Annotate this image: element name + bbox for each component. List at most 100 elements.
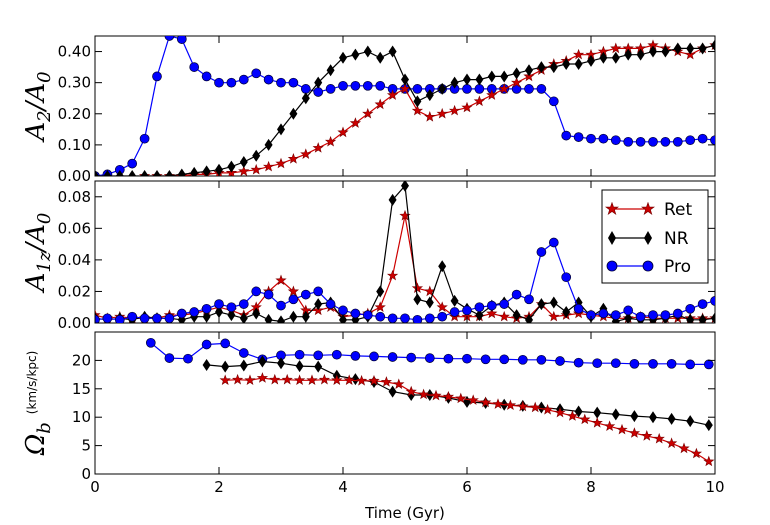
point-pro (424, 353, 435, 363)
point-pro (201, 303, 212, 314)
point-nr (438, 82, 447, 95)
point-pro (536, 84, 547, 94)
point-ret (324, 135, 337, 147)
legend-label-pro: Pro (664, 257, 691, 277)
point-ret (424, 285, 436, 297)
xtick-label: 8 (586, 478, 596, 496)
point-nr (177, 168, 186, 176)
point-nr (413, 293, 422, 306)
point-pro (400, 313, 410, 323)
point-pro (300, 289, 311, 300)
point-ret (306, 374, 318, 385)
point-nr (264, 313, 273, 323)
point-pro (362, 310, 373, 320)
point-ret (486, 307, 498, 319)
point-ret (430, 389, 442, 401)
point-nr (562, 58, 571, 70)
point-nr (549, 296, 558, 309)
xtick-label: 2 (214, 478, 224, 496)
point-ret (479, 396, 492, 408)
point-pro (226, 302, 237, 313)
point-nr (252, 307, 261, 320)
ytick-label: 5 (81, 437, 91, 455)
point-nr (339, 51, 347, 64)
point-ret (300, 148, 312, 160)
point-ret (541, 403, 554, 415)
point-nr (95, 170, 99, 176)
point-nr (636, 48, 645, 61)
point-nr (227, 160, 236, 173)
point-pro (573, 132, 584, 142)
point-pro (586, 133, 596, 144)
svg-text:Ωb(km/s/kpc): Ωb(km/s/kpc) (21, 351, 55, 457)
point-pro (238, 74, 249, 85)
point-ret (287, 153, 300, 164)
point-nr (537, 61, 546, 74)
point-ret (312, 142, 324, 153)
point-ret (436, 107, 448, 119)
point-pro (536, 354, 547, 365)
point-pro (127, 158, 138, 169)
point-nr (301, 310, 310, 323)
point-nr (239, 312, 248, 323)
point-ret (548, 310, 560, 322)
point-pro (102, 313, 113, 323)
point-pro (164, 313, 175, 323)
point-nr (351, 48, 360, 61)
series-nr (95, 39, 715, 176)
point-pro (325, 84, 336, 94)
point-ret (256, 372, 269, 383)
point-nr (413, 95, 422, 108)
point-nr (128, 170, 137, 176)
point-ret (275, 274, 287, 286)
point-ret (653, 432, 665, 444)
panel-omega: 0 5 10 15 20 0 2 4 6 8 10 (72, 331, 725, 496)
point-nr (376, 285, 385, 298)
point-ret (337, 126, 349, 138)
point-pro (685, 135, 696, 146)
point-pro (331, 349, 342, 360)
point-pro (183, 353, 193, 364)
point-pro (511, 84, 522, 94)
point-nr (611, 408, 620, 421)
point-ret (275, 157, 287, 169)
point-pro (710, 296, 715, 306)
legend-entry-ret: Ret (605, 200, 693, 220)
series-line-nr (206, 360, 709, 426)
point-ret (331, 374, 343, 385)
point-nr (363, 45, 372, 58)
point-pro (325, 299, 336, 309)
axes-frame-bottom (94, 331, 716, 475)
point-ret (510, 76, 523, 88)
point-ret (665, 437, 678, 449)
point-pro (561, 130, 572, 141)
point-nr (537, 298, 546, 311)
point-pro (610, 310, 621, 320)
point-nr (667, 412, 676, 425)
point-nr (611, 51, 620, 64)
legend-entry-pro: Pro (606, 257, 691, 277)
point-pro (592, 358, 603, 369)
point-nr (376, 51, 385, 64)
point-ret (411, 282, 424, 293)
point-ret (293, 374, 306, 385)
point-pro (294, 349, 305, 360)
point-pro (201, 339, 212, 350)
ylabel-omega: Ωb(km/s/kpc) (21, 351, 55, 457)
point-nr (661, 45, 670, 58)
point-nr (599, 51, 608, 64)
point-nr (450, 294, 459, 307)
point-pro (524, 84, 534, 94)
point-ret (287, 285, 300, 297)
legend-label-nr: NR (664, 229, 689, 249)
point-pro (251, 68, 262, 79)
ytick-label: 0.02 (58, 282, 91, 300)
point-pro (511, 289, 522, 300)
point-pro (164, 36, 175, 41)
point-nr (258, 355, 267, 368)
point-pro (350, 351, 361, 361)
point-nr (537, 401, 546, 414)
point-ret (498, 310, 510, 322)
point-pro (517, 354, 528, 365)
point-nr (314, 298, 323, 311)
